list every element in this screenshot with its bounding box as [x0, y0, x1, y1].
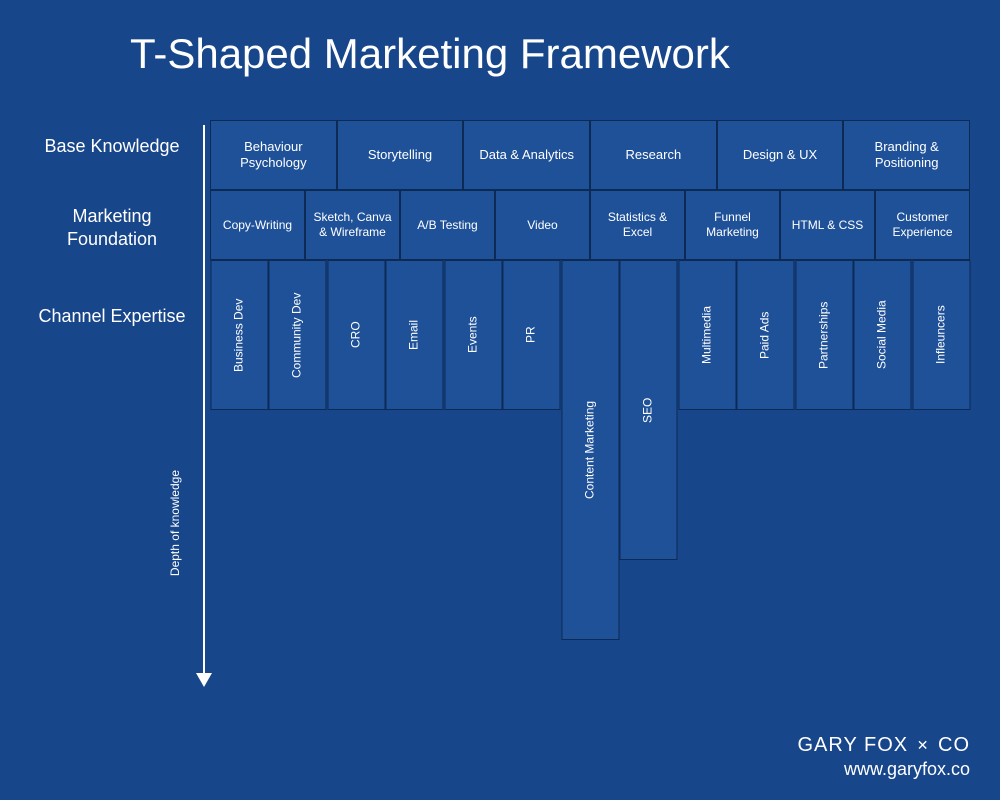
row-label-foundation: Marketing Foundation	[32, 205, 192, 252]
base-cell: Research	[590, 120, 717, 190]
framework-grid: Behaviour PsychologyStorytellingData & A…	[210, 120, 970, 640]
brand-right: CO	[938, 734, 970, 756]
channel-cell: Events	[444, 260, 502, 410]
base-cell: Branding & Positioning	[843, 120, 970, 190]
foundation-cell: HTML & CSS	[780, 190, 875, 260]
channel-cell: Content Marketing	[561, 260, 619, 640]
foundation-cell: Statistics & Excel	[590, 190, 685, 260]
brand-left: GARY FOX	[798, 734, 909, 756]
row-base-knowledge: Behaviour PsychologyStorytellingData & A…	[210, 120, 970, 190]
channel-cell: PR	[502, 260, 560, 410]
depth-label: Depth of knowledge	[168, 470, 182, 576]
base-cell: Data & Analytics	[463, 120, 590, 190]
row-channel-expertise: Business DevCommunity DevCROEmailEventsP…	[210, 260, 970, 640]
foundation-cell: Customer Experience	[875, 190, 970, 260]
channel-cell: SEO	[619, 260, 677, 560]
foundation-cell: Sketch, Canva & Wireframe	[305, 190, 400, 260]
row-label-base: Base Knowledge	[32, 135, 192, 158]
channel-cell: Paid Ads	[736, 260, 794, 410]
depth-arrow	[198, 125, 210, 685]
channel-cell: Multimedia	[678, 260, 736, 410]
base-cell: Storytelling	[337, 120, 464, 190]
footer: GARY FOX ✕ CO www.garyfox.co	[798, 734, 971, 780]
channel-cell: CRO	[327, 260, 385, 410]
channel-cell: Community Dev	[268, 260, 326, 410]
base-cell: Design & UX	[717, 120, 844, 190]
foundation-cell: Copy-Writing	[210, 190, 305, 260]
channel-cell: Infleuncers	[912, 260, 970, 410]
channel-cell: Business Dev	[210, 260, 268, 410]
channel-cell: Email	[385, 260, 443, 410]
foundation-cell: Video	[495, 190, 590, 260]
ampersand-icon: ✕	[915, 737, 932, 753]
foundation-cell: A/B Testing	[400, 190, 495, 260]
row-label-channel: Channel Expertise	[32, 305, 192, 328]
channel-cell: Social Media	[853, 260, 911, 410]
brand-url: www.garyfox.co	[798, 759, 971, 780]
brand-logo: GARY FOX ✕ CO	[798, 734, 971, 757]
channel-cell: Partnerships	[795, 260, 853, 410]
base-cell: Behaviour Psychology	[210, 120, 337, 190]
foundation-cell: Funnel Marketing	[685, 190, 780, 260]
page-title: T-Shaped Marketing Framework	[0, 0, 1000, 78]
row-marketing-foundation: Copy-WritingSketch, Canva & WireframeA/B…	[210, 190, 970, 260]
